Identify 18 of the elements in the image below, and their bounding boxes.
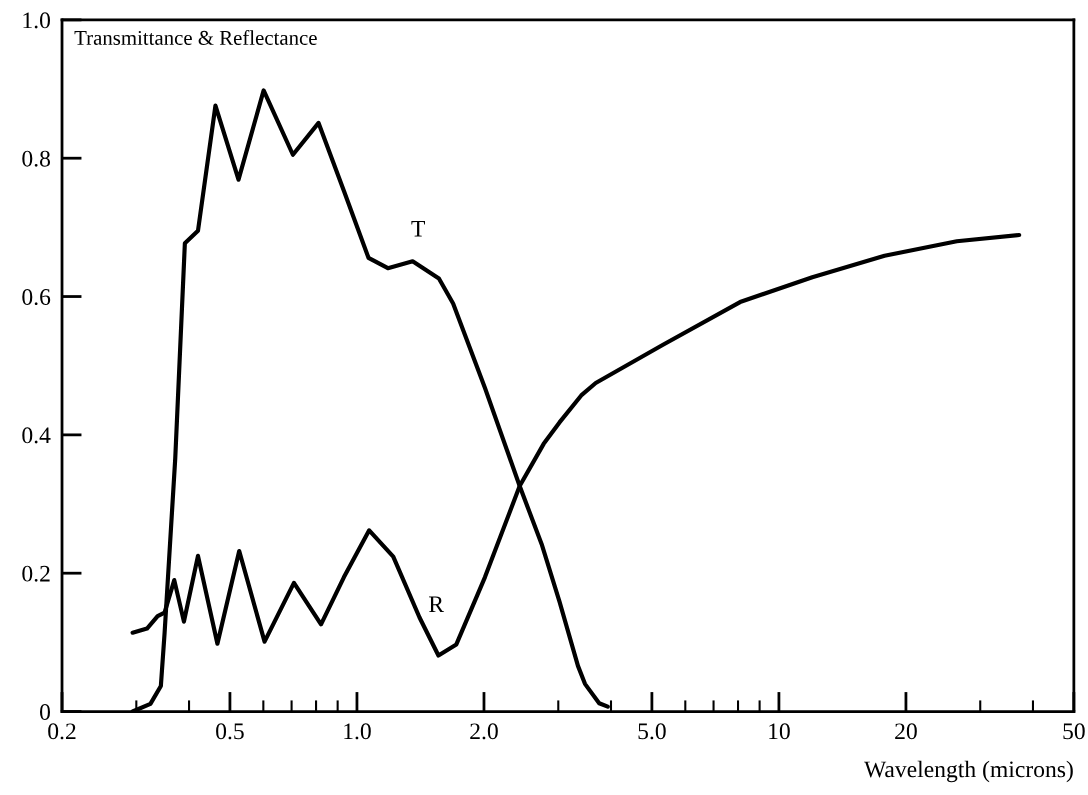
chart-title: Transmittance & Reflectance [74, 30, 317, 45]
x-tick-label: 0.2 [48, 723, 76, 740]
y-tick-label: 0 [40, 704, 50, 720]
x-tick-label: 2.0 [470, 723, 498, 740]
series-label: R [429, 596, 445, 613]
x-axis-title: Wavelength (microns) [864, 760, 1073, 783]
x-tick-label: 50 [1063, 723, 1085, 740]
x-tick-label: 10 [769, 723, 790, 740]
x-tick-label: 1.0 [344, 723, 371, 740]
y-tick-label: 0.8 [22, 150, 50, 167]
x-tick-label: 0.5 [216, 723, 244, 740]
y-tick-label: 0.2 [22, 565, 50, 582]
y-tick-label: 0.4 [22, 427, 51, 444]
x-tick-label: 5.0 [638, 723, 666, 740]
x-tick-label: 20 [895, 723, 917, 740]
y-tick-label: 0.6 [22, 289, 51, 306]
series-label: T [411, 220, 425, 237]
y-tick-label: 1.0 [23, 12, 50, 29]
